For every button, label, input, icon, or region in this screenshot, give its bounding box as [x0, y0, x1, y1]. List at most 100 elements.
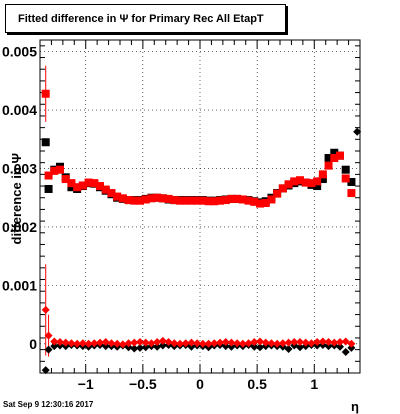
timestamp: Sat Sep 9 12:30:16 2017 [3, 400, 94, 409]
diamond-marker [130, 344, 139, 353]
diamond-marker [341, 347, 350, 356]
square-marker [61, 175, 70, 184]
diamond-marker [101, 338, 110, 347]
diamond-marker [336, 342, 344, 351]
diamond-marker [147, 339, 156, 348]
square-marker [216, 196, 224, 205]
square-marker [193, 196, 202, 205]
square-marker [296, 176, 304, 185]
square-marker [284, 180, 293, 189]
square-marker [210, 197, 219, 206]
diamond-marker [164, 338, 173, 347]
diamond-marker [130, 338, 139, 347]
square-marker [170, 196, 179, 205]
square-marker [141, 195, 150, 204]
square-marker [330, 154, 339, 163]
square-marker [101, 185, 110, 194]
square-marker [130, 196, 139, 205]
y-tick-label: 0.004 [2, 102, 37, 118]
diamond-marker [181, 339, 190, 348]
diamond-marker [204, 339, 213, 348]
diamond-marker [347, 339, 356, 348]
square-marker [290, 177, 299, 186]
diamond-marker [141, 343, 150, 352]
square-marker [147, 194, 156, 203]
diamond-marker [227, 338, 236, 347]
square-marker [238, 195, 247, 204]
x-tick-label: 1 [310, 376, 318, 392]
square-marker [90, 179, 99, 188]
diamond-marker [124, 343, 133, 352]
square-marker [153, 193, 162, 202]
square-marker [44, 171, 53, 180]
square-marker [118, 194, 127, 203]
diamond-marker [238, 339, 247, 348]
diamond-marker [290, 338, 299, 347]
diamond-marker [273, 339, 282, 348]
x-tick-label: 0 [196, 376, 204, 392]
square-marker [96, 182, 104, 191]
square-marker [250, 197, 259, 206]
diamond-marker [313, 338, 322, 347]
grid-lines [40, 40, 360, 373]
diamond-marker [96, 338, 104, 347]
diamond-marker [90, 339, 99, 348]
diamond-marker [61, 338, 70, 347]
square-marker [318, 170, 327, 179]
square-marker [313, 182, 322, 191]
diamond-marker [341, 337, 350, 346]
diamond-marker [221, 338, 230, 347]
square-marker [44, 184, 53, 193]
square-marker [256, 199, 264, 208]
diamond-marker [198, 339, 207, 348]
diamond-marker [153, 342, 162, 351]
y-tick-label: 0.001 [2, 277, 37, 293]
square-marker [301, 178, 310, 187]
square-marker [73, 183, 82, 192]
diamond-marker [44, 345, 53, 354]
diamond-marker [158, 341, 167, 350]
diamond-marker [284, 338, 293, 347]
diamond-marker [153, 338, 162, 347]
tick-labels: −1 −0.5 0 0.5 1 0 0.001 0.002 0.003 0.004 0.005 [2, 44, 318, 392]
axis-ticks [39, 40, 361, 374]
diamond-marker [347, 343, 356, 352]
square-marker [341, 165, 350, 174]
square-marker [227, 194, 236, 203]
diamond-marker [176, 339, 184, 348]
diamond-marker [67, 339, 76, 348]
square-marker [164, 194, 173, 203]
x-axis-label: η [351, 399, 359, 414]
diamond-marker [41, 366, 50, 375]
plot-title: Fitted difference in Ψ for Primary Rec A… [18, 12, 264, 25]
x-tick-label: 0.5 [247, 376, 267, 392]
square-marker [124, 196, 133, 205]
diamond-marker [118, 340, 127, 349]
diamond-marker [324, 338, 333, 347]
plot-border [39, 39, 361, 374]
x-tick-label: −0.5 [129, 376, 157, 392]
diamond-marker [261, 338, 270, 347]
square-marker [41, 138, 50, 147]
diamond-marker [256, 343, 264, 352]
square-marker [158, 194, 167, 203]
diamond-marker [170, 339, 179, 348]
square-marker [233, 194, 242, 203]
diamond-marker [216, 338, 224, 347]
diamond-marker [158, 336, 167, 345]
y-tick-label: 0 [29, 336, 37, 352]
square-marker [330, 148, 339, 157]
y-axis-label: difference in Ψ [9, 153, 24, 244]
square-marker [198, 196, 207, 205]
square-marker [341, 174, 350, 183]
diamond-marker [136, 343, 144, 352]
diamond-marker [44, 331, 53, 340]
square-marker [221, 196, 230, 205]
diamond-marker [193, 339, 202, 348]
diamond-marker [284, 345, 293, 354]
data-points [41, 89, 362, 375]
square-marker [347, 189, 356, 198]
square-marker [267, 195, 276, 204]
diamond-marker [73, 339, 82, 348]
square-marker [261, 198, 270, 207]
